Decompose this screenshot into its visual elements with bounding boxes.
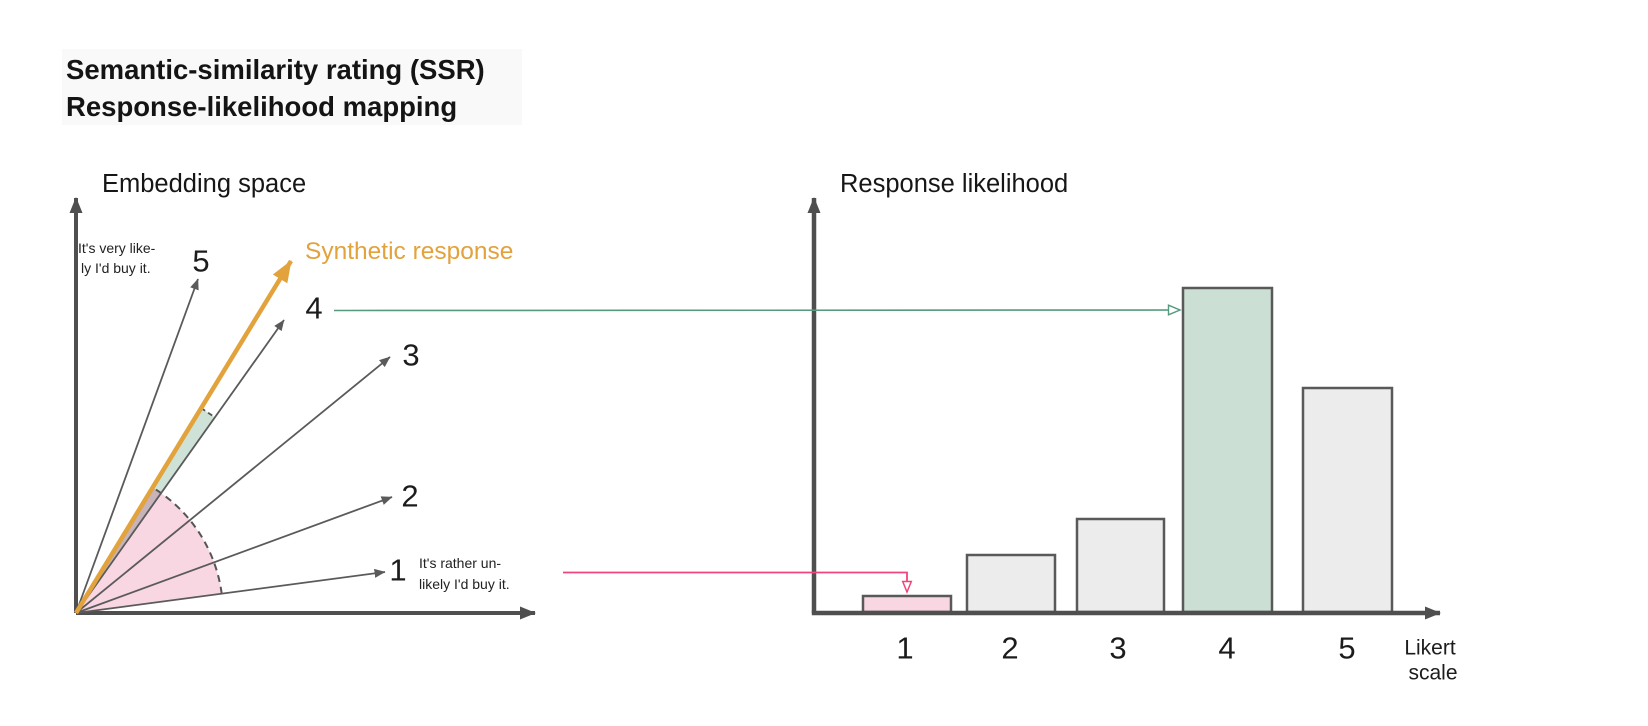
mapping-arrow-high (333, 310, 1180, 311)
tick-label-4: 4 (1218, 631, 1235, 666)
note-low-line2: likely I'd buy it. (419, 576, 510, 592)
similarity-arc-dashed (152, 486, 223, 594)
anchor-label-2: 2 (401, 479, 418, 514)
bar-2 (965, 553, 1057, 614)
note-high-line2: ly I'd buy it. (81, 260, 151, 276)
note-low-line1: It's rather un- (419, 555, 501, 571)
tick-label-5: 5 (1338, 631, 1355, 666)
bar-3 (1075, 517, 1166, 614)
anchor-arrow-1 (75, 568, 386, 614)
bar-1 (861, 594, 953, 614)
figure-title-line1: Semantic-similarity rating (SSR) (66, 54, 485, 85)
embedding-panel-title: Embedding space (102, 170, 306, 198)
anchor-label-4: 4 (305, 291, 322, 326)
overlap-sliver (97, 487, 162, 579)
anchor-label-1: 1 (389, 553, 406, 588)
synthetic-response-arrow (74, 259, 293, 615)
bar-5 (1301, 386, 1394, 614)
high-similarity-band (152, 408, 215, 494)
figure-title-line2: Response-likelihood mapping (66, 91, 457, 122)
anchor-arrow-2 (75, 496, 393, 614)
mapping-arrow-low (563, 571, 907, 593)
anchor-arrow-4 (75, 319, 285, 614)
likert-scale-label-line2: scale (1408, 662, 1457, 685)
likelihood-panel-title: Response likelihood (840, 170, 1068, 198)
anchor-label-5: 5 (192, 244, 209, 279)
anchor-label-3: 3 (402, 338, 419, 373)
synthetic-response-label: Synthetic response (305, 238, 513, 265)
likert-scale-label-line1: Likert (1404, 637, 1456, 660)
tick-label-2: 2 (1001, 631, 1018, 666)
title-highlight-box (62, 49, 522, 125)
bar-4 (1181, 286, 1274, 614)
tick-label-1: 1 (896, 631, 913, 666)
anchor-arrow-3 (75, 356, 391, 614)
tick-label-3: 3 (1109, 631, 1126, 666)
band-cap-dashed-line (200, 407, 216, 419)
note-high-line1: It's very like- (78, 240, 156, 256)
anchor-arrow-5 (75, 278, 199, 614)
